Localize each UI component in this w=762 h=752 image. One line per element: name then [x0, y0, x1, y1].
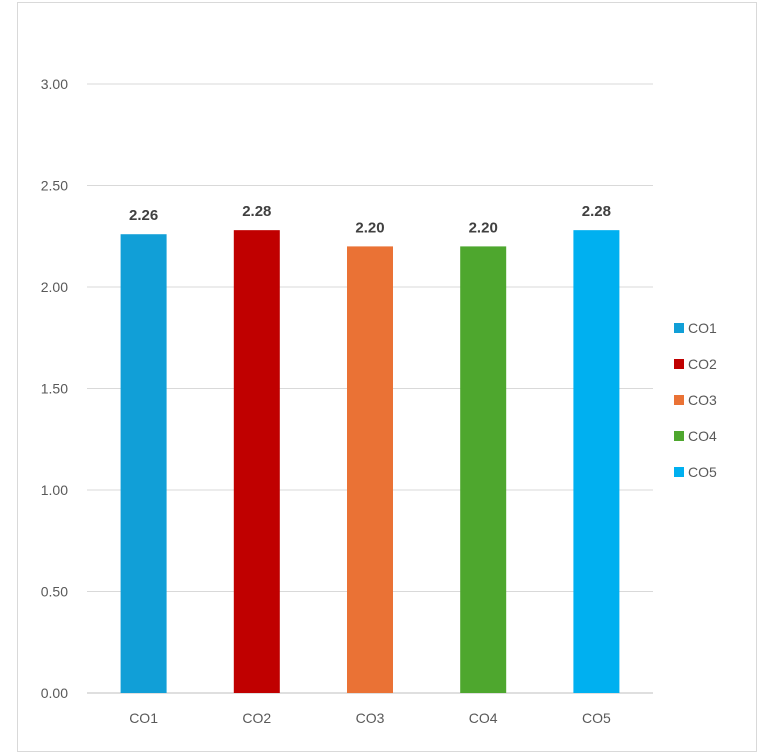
legend-swatch [674, 431, 684, 441]
legend-swatch [674, 359, 684, 369]
bar [573, 230, 620, 693]
data-label: 2.20 [355, 219, 384, 236]
data-label: 2.28 [242, 203, 271, 220]
x-tick-label: CO5 [582, 710, 611, 726]
legend-label: CO5 [688, 464, 717, 480]
legend-swatch [674, 395, 684, 405]
legend-swatch [674, 323, 684, 333]
y-tick-label: 3.00 [41, 76, 68, 92]
legend-label: CO2 [688, 356, 717, 372]
bar [233, 230, 280, 693]
x-tick-label: CO1 [129, 710, 158, 726]
x-tick-label: CO2 [242, 710, 271, 726]
y-tick-label: 1.50 [41, 381, 68, 397]
legend-label: CO3 [688, 392, 717, 408]
data-label: 2.26 [129, 207, 158, 224]
y-tick-label: 1.00 [41, 482, 68, 498]
y-tick-label: 2.50 [41, 178, 68, 194]
legend-swatch [674, 467, 684, 477]
bar [460, 246, 507, 693]
x-tick-label: CO3 [356, 710, 385, 726]
y-tick-label: 2.00 [41, 279, 68, 295]
bar [347, 246, 393, 693]
data-label: 2.28 [582, 203, 611, 220]
data-label: 2.20 [469, 219, 498, 236]
y-tick-label: 0.50 [41, 584, 68, 600]
x-tick-label: CO4 [469, 710, 498, 726]
legend-label: CO4 [688, 428, 717, 444]
y-tick-label: 0.00 [41, 685, 68, 701]
bar [120, 234, 167, 693]
legend-label: CO1 [688, 320, 717, 336]
